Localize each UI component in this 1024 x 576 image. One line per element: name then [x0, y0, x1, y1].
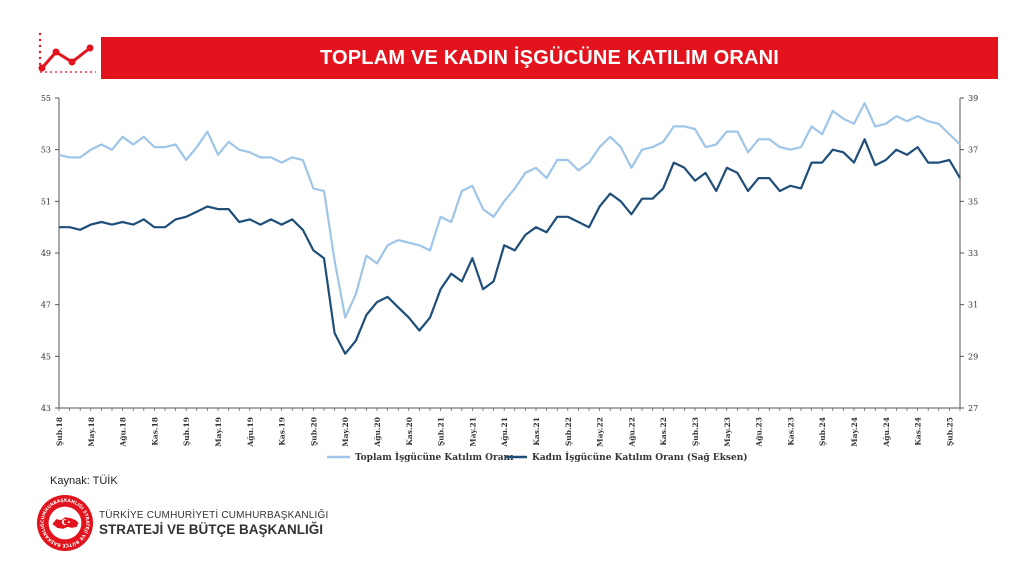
chart-lines [58, 102, 961, 355]
y-tick-left-label: 45 [41, 352, 51, 361]
x-tick-label: May.24 [850, 417, 859, 447]
x-tick-label: Kas.21 [532, 417, 541, 446]
x-tick-label: Şub.18 [55, 417, 64, 446]
x-tick-label: Ağu.22 [627, 417, 636, 448]
x-tick-label: May.19 [214, 417, 223, 447]
x-tick-label: Ağu.24 [882, 417, 891, 448]
y-tick-left-label: 49 [41, 249, 51, 258]
legend-label: Kadın İşgücüne Katılım Oranı (Sağ Eksen) [532, 450, 748, 463]
x-tick-label: Şub.24 [818, 417, 827, 446]
y-tick-right-label: 27 [968, 404, 978, 413]
y-tick-right-label: 29 [968, 352, 978, 361]
org-name-line2: STRATEJİ VE BÜTÇE BAŞKANLIĞI [99, 522, 324, 537]
x-tick-label: Ağu.21 [500, 417, 509, 448]
org-name-line1: TÜRKİYE CUMHURİYETİ CUMHURBAŞKANLIĞI [99, 510, 329, 521]
y-tick-right-label: 39 [968, 94, 978, 103]
sbb-seal-logo: CUMHURBAŞKANLIĞI STRATEJİ VE BÜTÇE BAŞKA… [36, 494, 94, 552]
series-line-total [58, 102, 961, 319]
x-tick-label: Şub.22 [564, 417, 573, 446]
x-tick-label: Kas.22 [659, 417, 668, 446]
x-tick-label: Şub.25 [945, 417, 954, 446]
y-tick-right-label: 35 [968, 197, 978, 206]
y-tick-left-label: 43 [41, 404, 51, 413]
chart-axes: 43 45 47 49 51 53 55 27 29 31 33 35 37 39 Şub.18 May.18… [41, 94, 978, 448]
line-chart: 43 45 47 49 51 53 55 27 29 31 33 35 37 39 Şub.18 May.18… [41, 94, 978, 463]
x-tick-label: Şub.23 [691, 417, 700, 446]
x-tick-label: Kas.23 [786, 417, 795, 446]
legend-label: Toplam İşgücüne Katılım Oranı [355, 450, 514, 463]
x-tick-label: Kas.20 [405, 417, 414, 446]
x-tick-label: Şub.21 [437, 417, 446, 446]
x-tick-label: Şub.19 [182, 417, 191, 446]
x-tick-label: May.21 [468, 417, 477, 447]
x-tick-label: Ağu.19 [246, 417, 255, 448]
x-tick-label: May.22 [596, 417, 605, 447]
series-line-women [59, 138, 961, 355]
x-tick-label: Kas.19 [278, 417, 287, 446]
x-tick-label: May.23 [723, 417, 732, 447]
y-tick-left-label: 55 [41, 94, 51, 103]
x-tick-label: Ağu.23 [755, 417, 764, 448]
y-tick-right-label: 31 [968, 301, 978, 310]
y-tick-left-label: 53 [41, 146, 51, 155]
trend-line-icon [38, 32, 96, 73]
x-tick-label: May.20 [341, 417, 350, 447]
y-tick-left-label: 47 [41, 301, 51, 310]
x-tick-label: May.18 [87, 417, 96, 447]
chart-legend: Toplam İşgücüne Katılım Oranı Kadın İşgüc… [327, 450, 748, 463]
y-tick-right-label: 33 [968, 249, 978, 258]
x-tick-label: Ağu.18 [119, 417, 128, 448]
source-note: Kaynak: TÜİK [50, 475, 118, 487]
x-tick-label: Şub.20 [309, 417, 318, 446]
title-banner: TOPLAM VE KADIN İŞGÜCÜNE KATILIM ORANI [101, 37, 998, 79]
page-title: TOPLAM VE KADIN İŞGÜCÜNE KATILIM ORANI [319, 46, 780, 69]
x-tick-label: Ağu.20 [373, 417, 382, 448]
y-tick-right-label: 37 [968, 146, 978, 155]
x-tick-label: Kas.18 [150, 417, 159, 446]
x-tick-label: Kas.24 [914, 417, 923, 446]
y-tick-left-label: 51 [41, 197, 51, 206]
